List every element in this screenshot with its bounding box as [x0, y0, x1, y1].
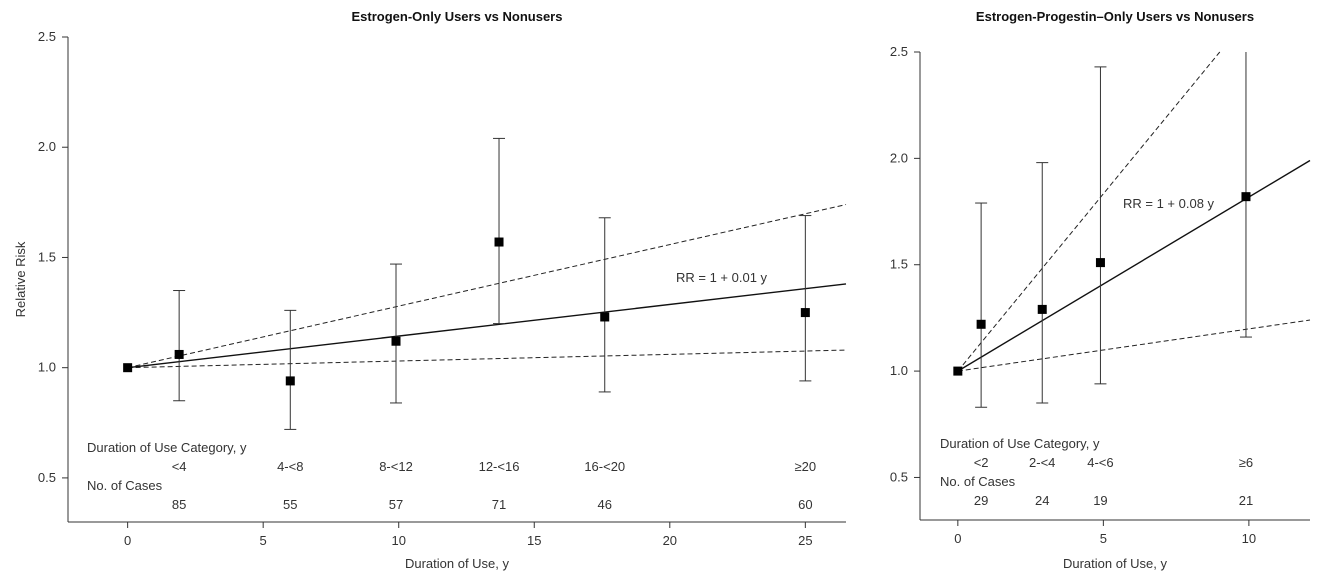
y-axis-label: Relative Risk	[13, 241, 28, 317]
y-tick-label: 1.5	[38, 249, 56, 264]
category-label: 16-<20	[584, 459, 625, 474]
data-point	[1241, 192, 1251, 202]
cases-count: 55	[283, 497, 297, 512]
x-tick-label: 10	[391, 533, 405, 548]
cases-count: 71	[492, 497, 506, 512]
category-label: <2	[974, 455, 989, 470]
y-tick-label: 0.5	[890, 469, 908, 484]
cases-header: No. of Cases	[940, 474, 1016, 489]
data-point	[600, 312, 610, 322]
category-label: 4-<6	[1087, 455, 1113, 470]
x-tick-label: 0	[124, 533, 131, 548]
category-header: Duration of Use Category, y	[87, 440, 247, 455]
data-point	[1037, 304, 1047, 314]
y-tick-label: 2.0	[890, 150, 908, 165]
x-tick-label: 0	[954, 531, 961, 546]
category-header: Duration of Use Category, y	[940, 436, 1100, 451]
y-tick-label: 1.0	[890, 363, 908, 378]
y-tick-label: 0.5	[38, 470, 56, 485]
chart-title: Estrogen-Only Users vs Nonusers	[352, 9, 563, 24]
cases-count: 29	[974, 493, 988, 508]
fit-line	[957, 159, 1311, 372]
category-label: ≥20	[795, 459, 817, 474]
x-tick-label: 5	[1100, 531, 1107, 546]
category-label: ≥6	[1239, 455, 1253, 470]
cases-count: 46	[598, 497, 612, 512]
y-tick-label: 2.0	[38, 139, 56, 154]
confidence-line	[957, 51, 1221, 372]
category-label: 8-<12	[379, 459, 413, 474]
x-tick-label: 5	[260, 533, 267, 548]
data-point	[1095, 258, 1105, 268]
cases-count: 85	[172, 497, 186, 512]
data-point	[494, 237, 504, 247]
data-point	[285, 376, 295, 386]
y-tick-label: 2.5	[38, 29, 56, 44]
confidence-line	[127, 349, 847, 369]
cases-header: No. of Cases	[87, 478, 163, 493]
data-point	[800, 308, 810, 318]
chart-title: Estrogen-Progestin–Only Users vs Nonuser…	[976, 9, 1254, 24]
x-tick-label: 25	[798, 533, 812, 548]
y-tick-label: 2.5	[890, 44, 908, 59]
data-point	[123, 363, 133, 373]
data-point	[953, 366, 963, 376]
cases-count: 24	[1035, 493, 1049, 508]
x-tick-label: 20	[663, 533, 677, 548]
cases-count: 60	[798, 497, 812, 512]
y-tick-label: 1.5	[890, 257, 908, 272]
data-point	[174, 349, 184, 359]
cases-count: 21	[1239, 493, 1253, 508]
confidence-line	[127, 204, 847, 369]
data-point	[976, 319, 986, 329]
y-tick-label: 1.0	[38, 360, 56, 375]
category-label: 12-<16	[479, 459, 520, 474]
cases-count: 57	[389, 497, 403, 512]
fit-line	[127, 283, 847, 369]
category-label: 4-<8	[277, 459, 303, 474]
data-point	[391, 336, 401, 346]
category-label: 2-<4	[1029, 455, 1055, 470]
x-axis-label: Duration of Use, y	[1063, 556, 1168, 571]
fit-line-label: RR = 1 + 0.01 y	[676, 270, 768, 285]
category-label: <4	[172, 459, 187, 474]
fit-line-label: RR = 1 + 0.08 y	[1123, 196, 1215, 211]
x-tick-label: 15	[527, 533, 541, 548]
cases-count: 19	[1093, 493, 1107, 508]
x-tick-label: 10	[1242, 531, 1256, 546]
x-axis-label: Duration of Use, y	[405, 556, 510, 571]
confidence-line	[957, 319, 1311, 372]
